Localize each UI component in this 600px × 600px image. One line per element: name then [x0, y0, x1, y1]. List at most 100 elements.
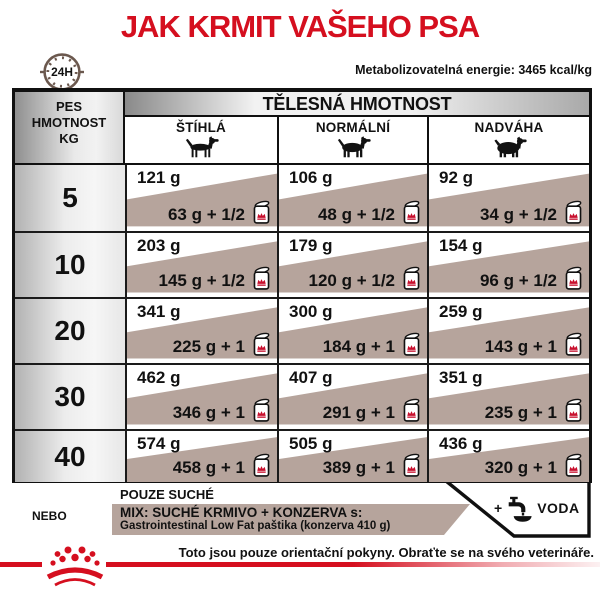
or-label: NEBO — [32, 509, 67, 523]
mix-amount: 143 g + 1 — [484, 332, 583, 359]
dry-amount: 351 g — [439, 368, 483, 387]
dry-amount: 121 g — [137, 168, 181, 187]
feeding-cell: 106 g 48 g + 1/2 — [277, 165, 427, 231]
column-header-overweight: NADVÁHA — [427, 117, 589, 163]
mix-amount-text: 48 g + 1/2 — [317, 204, 395, 224]
mix-amount-text: 63 g + 1/2 — [167, 204, 245, 224]
mix-amount: 145 g + 1/2 — [158, 266, 271, 293]
dry-amount: 179 g — [289, 236, 333, 255]
table-header: PES HMOTNOST KG TĚLESNÁ HMOTNOST ŠTÍHLÁ — [15, 92, 589, 163]
mix-amount: 458 g + 1 — [172, 453, 271, 480]
column-label: NORMÁLNÍ — [315, 120, 391, 135]
weight-cell: 30 — [15, 363, 125, 429]
column-header-normal: NORMÁLNÍ — [277, 117, 427, 163]
feeding-cell: 121 g 63 g + 1/2 — [125, 165, 277, 231]
mix-band: MIX: SUCHÉ KRMIVO + KONZERVA s: Gastroin… — [112, 504, 470, 535]
mix-amount: 225 g + 1 — [172, 332, 271, 359]
mix-amount-text: 120 g + 1/2 — [308, 270, 395, 290]
mix-amount-text: 389 g + 1 — [322, 457, 395, 477]
feeding-table: PES HMOTNOST KG TĚLESNÁ HMOTNOST ŠTÍHLÁ — [12, 88, 592, 483]
canned-food-icon — [403, 200, 421, 224]
footer-line-right — [106, 562, 600, 567]
dry-amount: 341 g — [137, 302, 181, 321]
feeding-cell: 505 g 389 g + 1 — [277, 429, 427, 482]
mix-amount-text: 184 g + 1 — [322, 336, 395, 356]
dry-amount: 106 g — [289, 168, 333, 187]
feeding-cell: 300 g 184 g + 1 — [277, 297, 427, 363]
column-label: ŠTÍHLÁ — [176, 120, 226, 135]
corner-line: HMOTNOST — [31, 114, 107, 130]
mix-amount: 34 g + 1/2 — [480, 200, 583, 227]
mix-amount: 346 g + 1 — [172, 398, 271, 425]
mix-amount-text: 145 g + 1/2 — [158, 270, 245, 290]
feeding-cell: 574 g 458 g + 1 — [125, 429, 277, 482]
dry-amount: 92 g — [439, 168, 474, 187]
canned-food-icon — [403, 398, 421, 422]
canned-food-icon — [403, 453, 421, 477]
dry-amount: 505 g — [289, 434, 333, 453]
weight-cell: 10 — [15, 231, 125, 297]
faucet-bowl-icon — [508, 496, 532, 522]
canned-food-icon — [403, 332, 421, 356]
feeding-cell: 92 g 34 g + 1/2 — [427, 165, 589, 231]
canned-food-icon — [565, 332, 583, 356]
feeding-cell: 462 g 346 g + 1 — [125, 363, 277, 429]
feeding-cell: 259 g 143 g + 1 — [427, 297, 589, 363]
mix-amount: 184 g + 1 — [322, 332, 421, 359]
clock-label: 24H — [51, 65, 73, 79]
mix-subtitle: Gastrointestinal Low Fat paštika (konzer… — [120, 520, 391, 533]
weight-cell: 5 — [15, 165, 125, 231]
column-label: NADVÁHA — [474, 120, 544, 135]
corner-cell: PES HMOTNOST KG — [15, 92, 125, 163]
canned-food-icon — [565, 266, 583, 290]
plus-sign: + — [494, 500, 503, 516]
feeding-cell: 407 g 291 g + 1 — [277, 363, 427, 429]
24h-clock-icon: 24H — [40, 53, 84, 91]
canned-food-icon — [253, 398, 271, 422]
dry-amount: 154 g — [439, 236, 483, 255]
mix-amount-text: 96 g + 1/2 — [479, 270, 557, 290]
feeding-cell: 203 g 145 g + 1/2 — [125, 231, 277, 297]
mix-amount-text: 143 g + 1 — [484, 336, 557, 356]
canned-food-icon — [565, 200, 583, 224]
mix-amount-text: 235 g + 1 — [484, 402, 557, 422]
mix-title: MIX: SUCHÉ KRMIVO + KONZERVA s: — [120, 505, 363, 520]
footer-line-left — [0, 562, 42, 567]
mix-amount: 48 g + 1/2 — [317, 200, 421, 227]
mix-amount-text: 320 g + 1 — [484, 457, 557, 477]
mix-amount-text: 225 g + 1 — [172, 336, 245, 356]
mix-amount-text: 291 g + 1 — [322, 402, 395, 422]
normal-dog-icon — [337, 136, 371, 158]
corner-line: PES — [55, 99, 82, 114]
feeding-cell: 436 g 320 g + 1 — [427, 429, 589, 482]
dry-amount: 300 g — [289, 302, 333, 321]
canned-food-icon — [253, 332, 271, 356]
dry-amount: 203 g — [137, 236, 181, 255]
dry-amount: 574 g — [137, 434, 181, 453]
mix-amount: 96 g + 1/2 — [479, 266, 583, 293]
mix-amount-text: 458 g + 1 — [172, 457, 245, 477]
water-label: VODA — [537, 500, 580, 516]
mix-amount: 63 g + 1/2 — [167, 200, 271, 227]
royal-canin-crown-logo — [46, 546, 104, 587]
body-weight-header: TĚLESNÁ HMOTNOST — [125, 92, 589, 117]
feeding-cell: 341 g 225 g + 1 — [125, 297, 277, 363]
canned-food-icon — [565, 453, 583, 477]
dry-amount: 462 g — [137, 368, 181, 387]
mix-amount: 320 g + 1 — [484, 453, 583, 480]
mix-amount-text: 346 g + 1 — [172, 402, 245, 422]
corner-line: KG — [59, 130, 79, 146]
column-header-slim: ŠTÍHLÁ — [125, 117, 277, 163]
page-title: JAK KRMIT VAŠEHO PSA — [120, 9, 480, 44]
canned-food-icon — [253, 266, 271, 290]
water-box: + VODA — [494, 489, 580, 527]
canned-food-icon — [253, 453, 271, 477]
table-body: 5 121 g 63 g + 1/2 106 g 48 g + 1/2 92 g… — [15, 163, 589, 482]
canned-food-icon — [565, 398, 583, 422]
canned-food-icon — [403, 266, 421, 290]
dry-amount: 407 g — [289, 368, 333, 387]
dry-amount: 436 g — [439, 434, 483, 453]
overweight-dog-icon — [494, 136, 527, 158]
dry-only-label: POUZE SUCHÉ — [120, 487, 214, 502]
